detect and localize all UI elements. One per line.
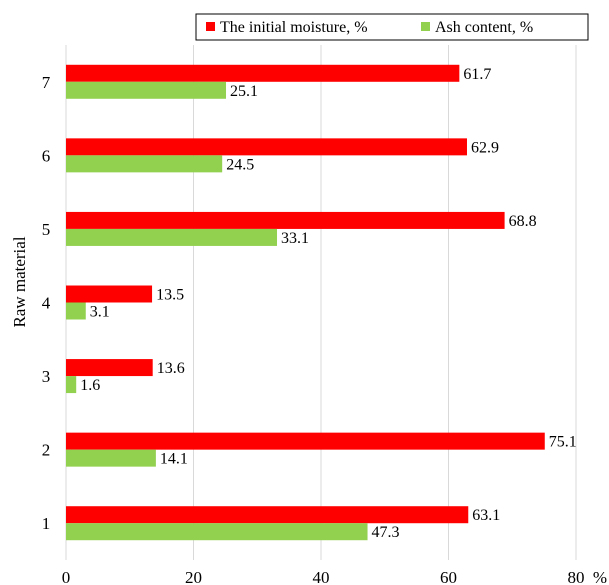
x-tick-labels: 0 20 40 60 80 xyxy=(62,568,585,585)
bar-moisture-5 xyxy=(66,211,505,229)
y-tick-label: 7 xyxy=(42,73,51,92)
x-tick-label: 20 xyxy=(185,568,202,585)
bar-moisture-2 xyxy=(66,432,545,450)
data-label-ash-1: 47.3 xyxy=(372,524,400,541)
data-label-ash-7: 25.1 xyxy=(230,83,258,100)
y-tick-label: 2 xyxy=(42,441,51,460)
data-label-ash-2: 14.1 xyxy=(160,451,188,468)
data-label-moisture-3: 13.6 xyxy=(157,360,185,377)
x-tick-label: 60 xyxy=(440,568,457,585)
bar-moisture-3 xyxy=(66,359,153,377)
gridlines xyxy=(65,45,577,560)
bar-ash-2 xyxy=(66,449,156,467)
data-label-moisture-4: 13.5 xyxy=(156,287,184,304)
data-label-moisture-6: 62.9 xyxy=(471,139,499,156)
data-label-ash-5: 33.1 xyxy=(281,230,309,247)
y-tick-label: 4 xyxy=(42,294,51,313)
x-tick-label: 80 xyxy=(568,568,585,585)
x-axis-unit: % xyxy=(593,568,607,585)
y-axis-title: Raw material xyxy=(10,236,29,327)
bars xyxy=(66,64,545,541)
bar-ash-4 xyxy=(66,302,86,320)
data-label-moisture-1: 63.1 xyxy=(472,507,500,524)
data-label-ash-4: 3.1 xyxy=(90,304,110,321)
bar-ash-5 xyxy=(66,228,278,246)
y-tick-labels: 1 2 3 4 5 6 7 xyxy=(42,73,51,533)
bar-moisture-7 xyxy=(66,64,460,82)
bar-moisture-1 xyxy=(66,506,469,524)
bar-ash-3 xyxy=(66,376,77,394)
legend-label-ash: Ash content, % xyxy=(435,19,533,36)
y-tick-label: 3 xyxy=(42,367,51,386)
x-tick-label: 0 xyxy=(62,568,71,585)
legend-swatch-ash xyxy=(421,22,430,31)
bar-ash-1 xyxy=(66,523,368,541)
data-labels: 63.1 47.3 75.1 14.1 13.6 1.6 13.5 3.1 68.8 33.1 62… xyxy=(80,66,577,541)
bar-ash-7 xyxy=(66,81,227,99)
y-tick-label: 6 xyxy=(42,146,51,165)
data-label-moisture-2: 75.1 xyxy=(549,434,577,451)
legend-label-moisture: The initial moisture, % xyxy=(220,19,368,36)
bar-moisture-4 xyxy=(66,285,153,303)
data-label-ash-3: 1.6 xyxy=(80,377,100,394)
legend-frame xyxy=(195,13,589,41)
data-label-moisture-5: 68.8 xyxy=(509,213,537,230)
bar-ash-6 xyxy=(66,155,223,173)
x-tick-label: 40 xyxy=(313,568,330,585)
data-label-ash-6: 24.5 xyxy=(226,156,254,173)
legend-swatch-moisture xyxy=(206,22,215,31)
bar-moisture-6 xyxy=(66,138,467,156)
y-tick-label: 1 xyxy=(42,514,51,533)
data-label-moisture-7: 61.7 xyxy=(463,66,491,83)
legend: The initial moisture, % Ash content, % xyxy=(195,13,589,41)
y-tick-label: 5 xyxy=(42,220,51,239)
